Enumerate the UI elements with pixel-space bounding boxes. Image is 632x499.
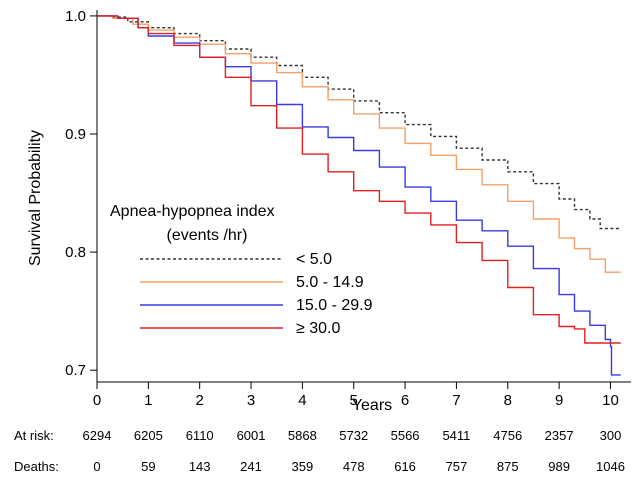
y-tick-label: 1.0	[65, 8, 86, 25]
series-lines	[97, 15, 621, 376]
x-axis-label: Years	[352, 397, 392, 414]
legend: < 5.0 5.0 - 14.9 15.0 - 29.9 ≥ 30.0	[140, 251, 373, 337]
x-tick-label: 6	[401, 392, 409, 409]
legend-label: 15.0 - 29.9	[296, 297, 373, 314]
at-risk-value: 6294	[83, 428, 112, 443]
at-risk-value: 6001	[237, 428, 266, 443]
deaths-value: 478	[343, 459, 365, 474]
deaths-value: 59	[141, 459, 155, 474]
y-axis-ticks: 0.7 0.8 0.9 1.0	[65, 8, 97, 379]
at-risk-value: 6110	[186, 428, 214, 443]
x-tick-label: 7	[452, 392, 460, 409]
deaths-value: 359	[292, 459, 314, 474]
risk-table: At risk: Deaths: 6294 0 6205 59 6110 143 6001 2…	[14, 428, 625, 474]
at-risk-value: 5732	[339, 428, 368, 443]
x-tick-label: 0	[93, 392, 101, 409]
x-tick-label: 10	[602, 392, 619, 409]
y-axis-label: Survival Probability	[27, 130, 44, 266]
legend-title-line2: (events /hr)	[167, 227, 248, 244]
deaths-value: 989	[548, 459, 570, 474]
x-tick-label: 1	[144, 392, 152, 409]
x-tick-label: 4	[298, 392, 306, 409]
y-tick-label: 0.7	[65, 362, 86, 379]
legend-label: 5.0 - 14.9	[296, 274, 364, 291]
deaths-value: 616	[394, 459, 416, 474]
at-risk-label: At risk:	[14, 428, 54, 443]
legend-label: < 5.0	[296, 251, 332, 268]
legend-label: ≥ 30.0	[296, 320, 340, 337]
deaths-value: 757	[446, 459, 468, 474]
at-risk-value: 2357	[545, 428, 574, 443]
at-risk-value: 300	[600, 428, 622, 443]
at-risk-value: 5566	[391, 428, 420, 443]
deaths-value: 875	[497, 459, 519, 474]
at-risk-value: 6205	[134, 428, 163, 443]
deaths-label: Deaths:	[14, 459, 59, 474]
deaths-value: 143	[189, 459, 211, 474]
y-tick-label: 0.8	[65, 244, 86, 261]
at-risk-value: 5411	[442, 428, 470, 443]
series-line	[97, 15, 621, 376]
y-tick-label: 0.9	[65, 126, 86, 143]
at-risk-value: 4756	[493, 428, 522, 443]
plot-axes	[96, 10, 631, 383]
series-line	[97, 15, 621, 344]
x-tick-label: 9	[555, 392, 563, 409]
x-tick-label: 2	[196, 392, 204, 409]
x-tick-label: 3	[247, 392, 255, 409]
legend-title-line1: Apnea-hypopnea index	[110, 203, 275, 220]
x-tick-label: 5	[350, 392, 358, 409]
deaths-value: 0	[93, 459, 100, 474]
deaths-value: 241	[240, 459, 262, 474]
at-risk-value: 5868	[288, 428, 317, 443]
x-axis-ticks: 0 1 2 3 4 5 6 7 8 9 10	[93, 382, 619, 409]
series-line	[97, 15, 621, 230]
deaths-value: 1046	[596, 459, 625, 474]
x-tick-label: 8	[504, 392, 512, 409]
